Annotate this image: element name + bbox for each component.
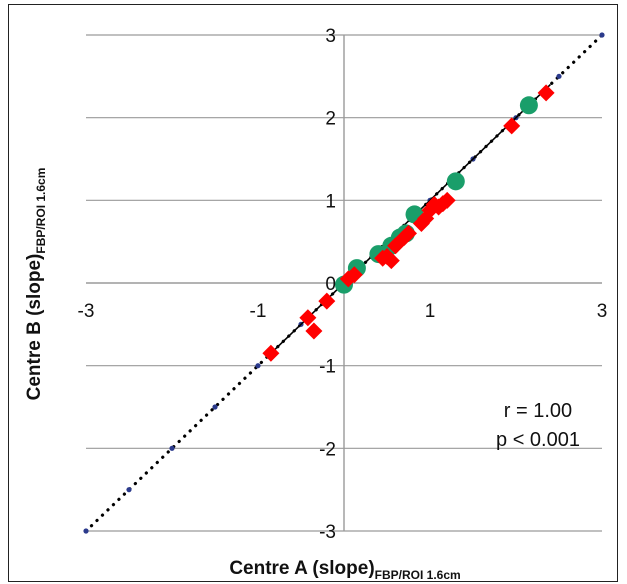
- y-tick-label-3: 0: [325, 274, 336, 295]
- x-axis-title-sub: FBP/ROI 1.6cm: [375, 568, 461, 582]
- point-diamond-11: [400, 224, 417, 242]
- annotation-p-value: p < 0.001: [496, 429, 580, 451]
- y-tick-label-4: 1: [325, 191, 336, 212]
- identity-marker: [556, 73, 562, 79]
- point-diamond-1: [299, 309, 317, 327]
- identity-marker: [126, 487, 132, 493]
- point-diamond-5: [345, 266, 363, 284]
- point-circle-7: [446, 172, 465, 191]
- x-tick-label-0: -3: [78, 301, 95, 322]
- point-diamond-3: [318, 292, 336, 310]
- identity-marker: [83, 528, 89, 534]
- tick-labels: -3 -1 1 3 -3 -2 -1 0 1 2 3: [78, 26, 608, 543]
- point-circle-8: [519, 96, 538, 115]
- x-axis-title: Centre A (slope)FBP/ROI 1.6cm: [229, 558, 460, 582]
- y-axis-title-main: Centre B (slope): [24, 254, 45, 401]
- x-tick-label-3: 3: [597, 301, 608, 322]
- y-tick-label-1: -2: [319, 439, 336, 460]
- y-axis-title-sub: FBP/ROI 1.6cm: [34, 168, 48, 254]
- identity-marker: [599, 32, 605, 38]
- chart-frame: [8, 4, 618, 582]
- identity-marker: [169, 445, 175, 451]
- y-tick-label-6: 3: [325, 26, 336, 47]
- annotation-correlation: r = 1.00: [504, 400, 572, 422]
- identity-marker: [255, 363, 261, 369]
- point-diamond-20: [537, 84, 555, 102]
- point-diamond-18: [438, 191, 456, 209]
- y-axis-title: Centre B (slope)FBP/ROI 1.6cm: [24, 168, 48, 401]
- x-axis-title-main: Centre A (slope): [229, 558, 374, 579]
- identity-marker: [212, 404, 218, 410]
- x-tick-label-2: 1: [425, 301, 436, 322]
- point-diamond-19: [503, 117, 521, 135]
- point-diamond-0: [262, 344, 280, 362]
- y-tick-label-5: 2: [325, 109, 336, 130]
- x-tick-label-1: -1: [250, 301, 267, 322]
- point-diamond-2: [305, 322, 323, 340]
- y-tick-label-0: -3: [319, 522, 336, 543]
- y-tick-label-2: -1: [319, 357, 336, 378]
- point-diamond-8: [382, 252, 400, 270]
- data-points: [262, 84, 555, 362]
